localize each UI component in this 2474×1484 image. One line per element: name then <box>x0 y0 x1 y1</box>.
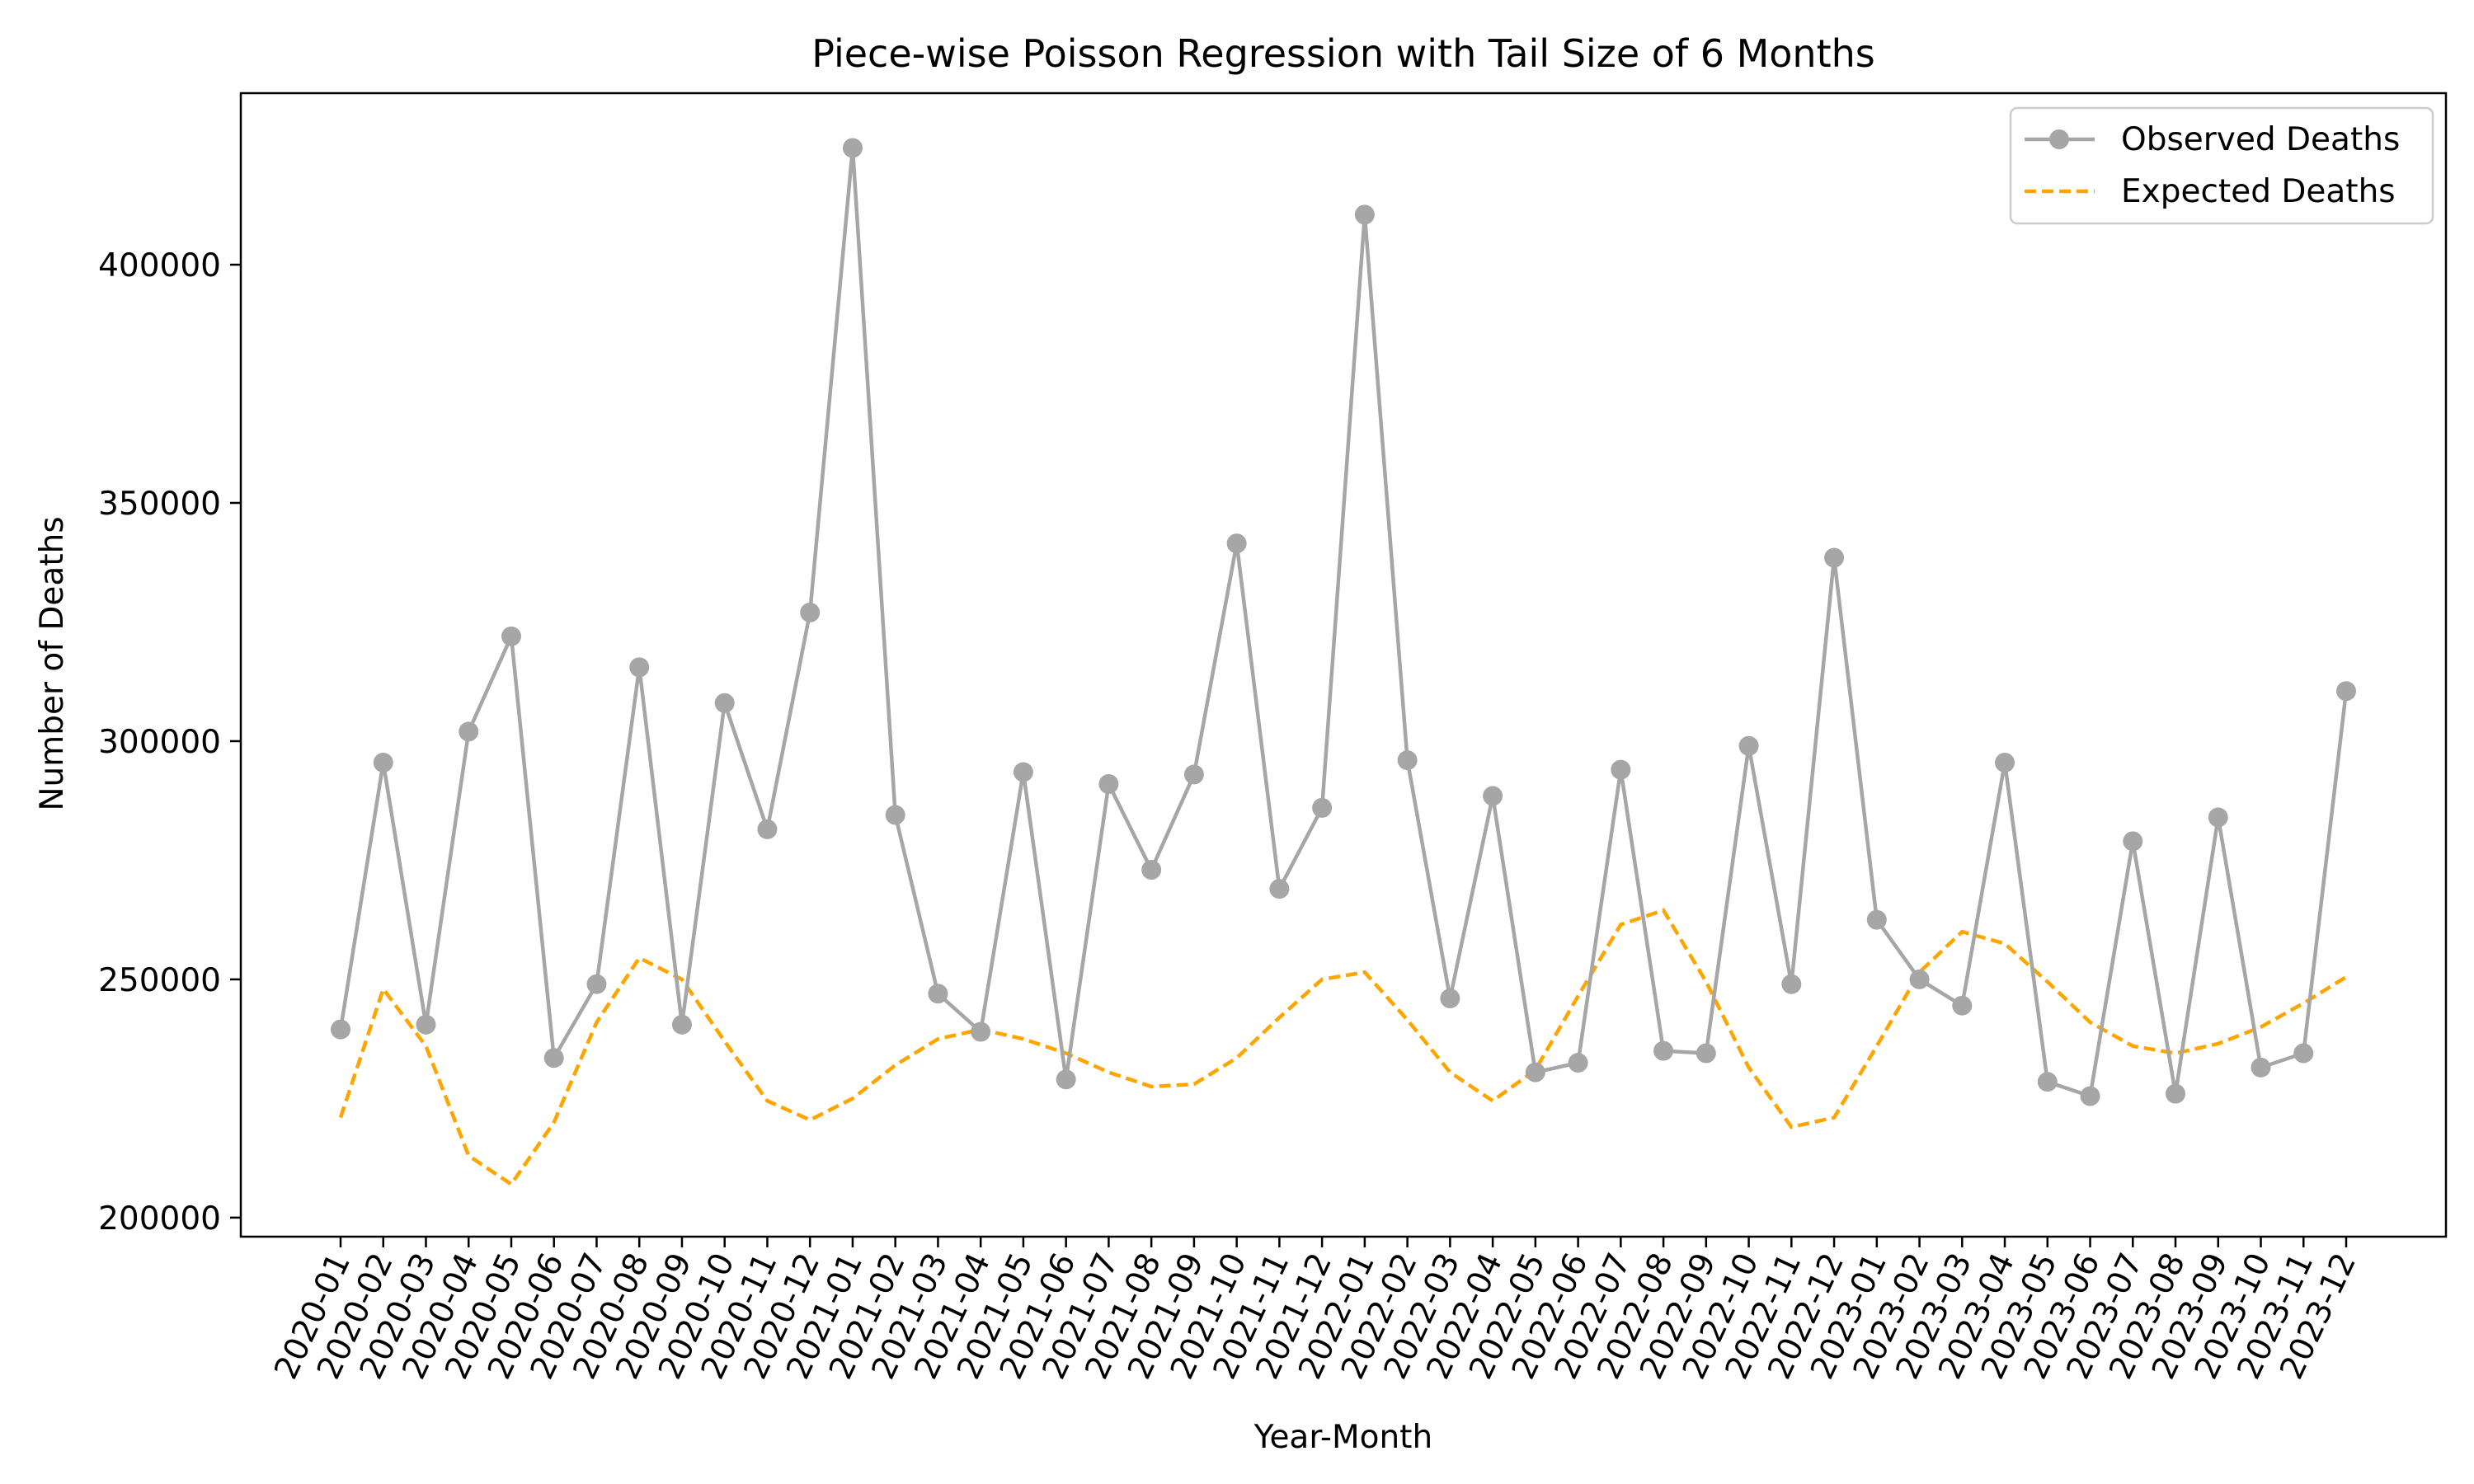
y-tick-label: 350000 <box>98 486 221 523</box>
observed-deaths-point <box>1696 1043 1716 1064</box>
observed-deaths-point <box>1183 764 1204 785</box>
observed-deaths-point <box>1824 547 1845 568</box>
legend-box <box>2009 106 2434 225</box>
observed-deaths-point <box>331 1019 350 1040</box>
y-tick-label: 250000 <box>98 962 221 999</box>
observed-deaths-point <box>1098 773 1119 794</box>
observed-deaths-point <box>2037 1072 2058 1092</box>
x-axis-label: Year-Month <box>1253 1419 1432 1456</box>
observed-deaths-point <box>928 984 948 1004</box>
observed-deaths-point <box>1141 860 1162 881</box>
observed-deaths-point <box>1354 204 1375 225</box>
observed-deaths-point <box>501 626 521 646</box>
observed-deaths-point <box>586 974 607 994</box>
observed-deaths-point <box>1397 750 1418 771</box>
observed-deaths-point <box>1440 989 1460 1009</box>
observed-deaths-point <box>1995 752 2015 773</box>
observed-deaths-point <box>2080 1086 2100 1106</box>
observed-deaths-point <box>842 138 863 158</box>
observed-deaths-point <box>543 1048 564 1068</box>
observed-deaths-point <box>416 1014 436 1035</box>
observed-deaths-point <box>971 1021 991 1042</box>
observed-deaths-point <box>1781 974 1802 994</box>
plot-area-frame <box>239 92 2448 1238</box>
observed-deaths-point <box>1738 735 1759 756</box>
series-layer <box>331 138 2356 1187</box>
observed-deaths-point <box>885 805 905 825</box>
legend: Observed Deaths Expected Deaths <box>2009 106 2434 225</box>
observed-deaths-point <box>1909 969 1930 989</box>
observed-deaths-point <box>714 693 735 713</box>
y-axis-ticks: 200000 250000 300000 350000 400000 <box>98 247 241 1237</box>
observed-deaths-point <box>2166 1083 2186 1104</box>
y-tick-label: 300000 <box>98 724 221 761</box>
chart-title: Piece-wise Poisson Regression with Tail … <box>811 31 1875 76</box>
observed-deaths-point <box>1866 909 1887 930</box>
observed-deaths-point <box>757 819 778 839</box>
legend-expected-label: Expected Deaths <box>2121 173 2396 210</box>
observed-deaths-point <box>2336 681 2356 702</box>
observed-deaths-point <box>1611 759 1631 780</box>
observed-deaths-point <box>1013 762 1033 782</box>
observed-deaths-point <box>2251 1057 2271 1078</box>
observed-deaths-point <box>1483 786 1503 806</box>
observed-deaths-point <box>671 1014 692 1035</box>
observed-deaths-line <box>338 148 2349 1099</box>
observed-deaths-point <box>2293 1043 2314 1064</box>
y-tick-label: 200000 <box>98 1200 221 1237</box>
observed-deaths-point <box>800 602 821 622</box>
observed-deaths-point <box>1653 1040 1674 1061</box>
observed-deaths-point <box>1312 797 1333 818</box>
observed-deaths-point <box>1568 1053 1588 1073</box>
x-axis-ticks: 2020-012020-022020-032020-042020-052020-… <box>267 1237 2363 1385</box>
observed-deaths-point <box>459 721 479 742</box>
observed-deaths-point <box>629 657 650 678</box>
y-axis-label: Number of Deaths <box>34 516 71 810</box>
observed-deaths-point <box>1056 1069 1076 1090</box>
observed-deaths-point <box>1226 533 1247 554</box>
observed-deaths-point <box>2208 807 2228 828</box>
observed-deaths-point <box>2123 831 2143 852</box>
observed-deaths-point <box>1269 879 1290 899</box>
legend-observed-label: Observed Deaths <box>2121 121 2400 158</box>
observed-deaths-point <box>1952 995 1973 1016</box>
observed-deaths-point <box>1525 1062 1545 1082</box>
legend-observed-marker <box>2049 129 2069 149</box>
y-tick-label: 400000 <box>98 247 221 284</box>
observed-deaths-point <box>373 752 393 773</box>
